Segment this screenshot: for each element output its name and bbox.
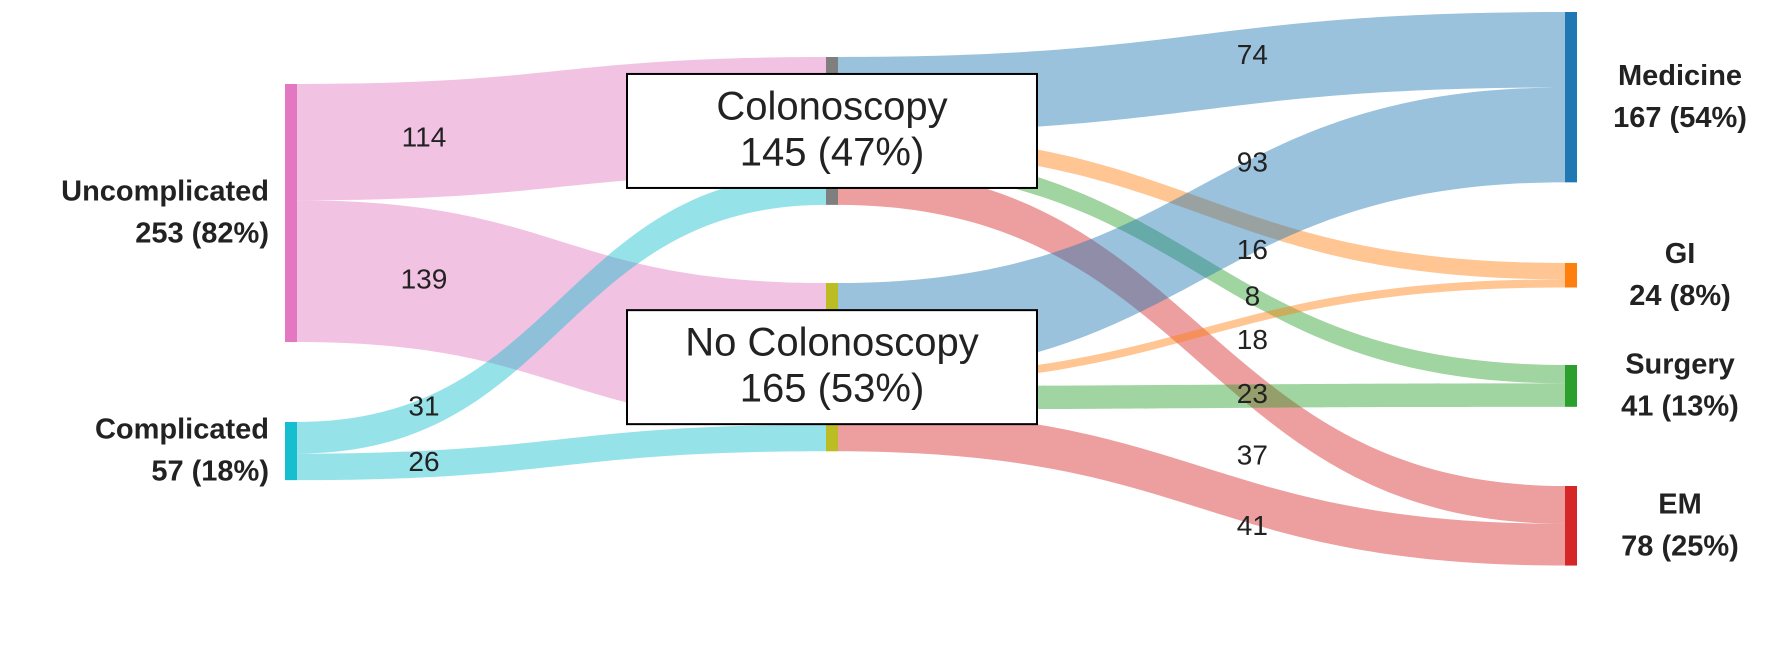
link	[297, 424, 826, 481]
link-label: 37	[1237, 439, 1268, 470]
link-label: 74	[1237, 39, 1268, 70]
link-label: 23	[1237, 378, 1268, 409]
node-value: 145 (47%)	[740, 131, 925, 175]
link	[838, 409, 1565, 566]
node-value: 41 (13%)	[1621, 391, 1739, 423]
node	[1565, 12, 1577, 183]
node-value: 167 (54%)	[1613, 102, 1747, 134]
node-value: 57 (18%)	[151, 456, 269, 488]
node-name: Medicine	[1618, 60, 1742, 92]
node-name: Complicated	[95, 414, 269, 446]
node	[1565, 263, 1577, 288]
link-label: 26	[408, 446, 439, 477]
link-label: 114	[402, 121, 447, 152]
link-label: 41	[1237, 510, 1268, 541]
link-label: 16	[1237, 234, 1268, 265]
node-value: 253 (82%)	[135, 218, 269, 250]
node-box	[626, 309, 1038, 426]
link	[838, 148, 1565, 384]
node	[285, 422, 297, 481]
link	[297, 173, 826, 454]
node-value: 78 (25%)	[1621, 530, 1739, 562]
node-name: No Colonoscopy	[685, 321, 979, 365]
node-name: Surgery	[1625, 349, 1735, 381]
node-name: EM	[1658, 488, 1702, 520]
link-label: 93	[1237, 147, 1268, 178]
link	[838, 132, 1565, 280]
link	[838, 167, 1565, 524]
link-label: 8	[1245, 281, 1261, 312]
node-name: Colonoscopy	[716, 85, 947, 129]
link	[838, 87, 1565, 378]
node-value: 24 (8%)	[1629, 280, 1731, 312]
node-box	[626, 72, 1038, 189]
link-label: 18	[1237, 324, 1268, 355]
node-name: Uncomplicated	[61, 176, 269, 208]
link-label: 31	[408, 390, 439, 421]
node	[1565, 486, 1577, 566]
link	[838, 279, 1565, 387]
node	[285, 84, 297, 343]
link-label: 139	[401, 263, 448, 294]
node-name: GI	[1665, 238, 1696, 270]
node	[1565, 365, 1577, 407]
node-value: 165 (53%)	[740, 367, 925, 411]
